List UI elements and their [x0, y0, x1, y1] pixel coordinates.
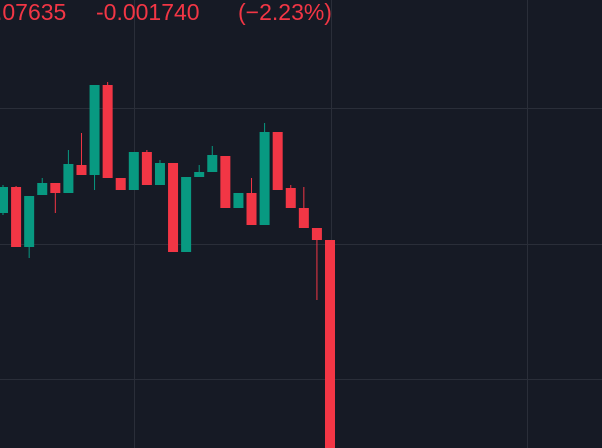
- candle-body: [233, 193, 244, 208]
- change: -0.001740: [96, 0, 200, 25]
- candle-body: [141, 152, 152, 185]
- candle-body: [285, 188, 296, 208]
- price: .07635: [0, 0, 66, 25]
- candle-body: [11, 187, 22, 247]
- candle-body: [259, 132, 270, 225]
- candle-body: [220, 156, 231, 208]
- candle-body: [37, 183, 48, 195]
- candle-body: [311, 228, 322, 240]
- candle-body: [194, 172, 205, 177]
- candles: [0, 82, 335, 448]
- candle-body: [89, 85, 100, 175]
- candle-body: [272, 132, 283, 190]
- candle-body: [102, 85, 113, 178]
- candle-body: [50, 183, 61, 193]
- candle-body: [168, 163, 179, 252]
- candle-body: [128, 152, 139, 190]
- candle-body: [325, 240, 335, 448]
- candle-body: [115, 178, 126, 190]
- candle-body: [63, 164, 74, 193]
- change-pct: (−2.23%): [238, 0, 332, 25]
- candle-body: [207, 155, 218, 172]
- candle-body: [0, 187, 8, 213]
- candle-body: [24, 196, 35, 247]
- candle-body: [154, 163, 165, 185]
- candle-body: [76, 165, 87, 175]
- candle-body: [181, 177, 192, 252]
- candle-body: [246, 193, 257, 225]
- candle-body: [298, 208, 309, 228]
